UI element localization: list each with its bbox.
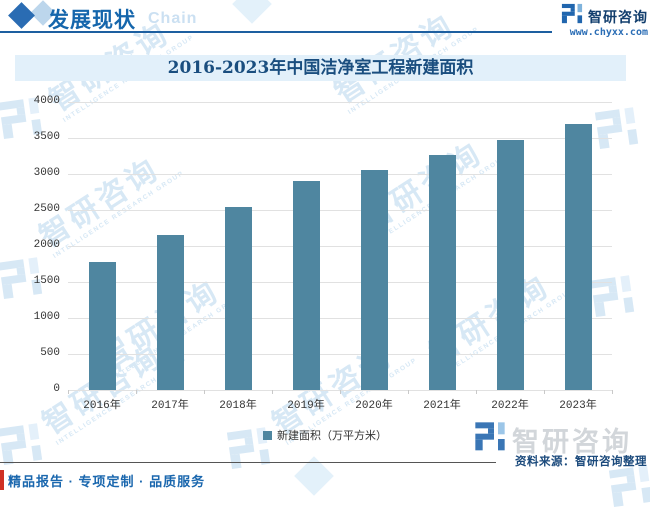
brand-name: 智研咨询 (588, 8, 648, 25)
red-accent-bar (0, 470, 4, 490)
page-title: 发展现状 (48, 9, 136, 32)
gridline (68, 246, 612, 247)
x-axis-tick (476, 390, 477, 394)
bar (156, 235, 184, 390)
x-axis-tick (204, 390, 205, 394)
x-axis-label: 2022年 (491, 400, 529, 412)
legend-marker-icon (263, 430, 272, 440)
bar (496, 140, 524, 390)
x-axis-label: 2017年 (151, 400, 189, 412)
y-axis-label: 4000 (33, 95, 60, 107)
y-axis-label: 500 (40, 347, 60, 359)
x-axis-tick (68, 390, 69, 394)
bar-chart-plot: 0 500 1000 1500 2000 2500 3000 3500 4000 2016年 201… (33, 95, 613, 412)
gridline (68, 354, 612, 355)
footer-divider (0, 462, 496, 463)
x-axis-label: 2021年 (423, 400, 461, 412)
y-axis-label: 1000 (33, 311, 60, 323)
gridline (68, 210, 612, 211)
x-axis-label: 2019年 (287, 400, 325, 412)
bar (224, 207, 252, 390)
bar (360, 170, 388, 390)
page-header: 发展现状 Chain 智研咨询 www.chyxx.com (0, 0, 650, 46)
brand-logo-icon (561, 3, 583, 30)
diamond-icon (8, 2, 35, 29)
services-banner: 精品报告 · 专项定制 · 品质服务 (0, 470, 205, 490)
x-axis-label: 2016年 (83, 400, 121, 412)
y-axis-label: 2500 (33, 203, 60, 215)
bar (88, 261, 116, 390)
x-axis-tick (340, 390, 341, 394)
x-axis-label: 2018年 (219, 400, 257, 412)
services-label: 精品报告 · 专项定制 · 品质服务 (8, 473, 206, 489)
x-axis-tick (408, 390, 409, 394)
gridline (68, 102, 612, 103)
x-axis-label: 2020年 (355, 400, 393, 412)
footer-brand-watermark: 智研咨询 (474, 420, 632, 459)
bar (564, 123, 592, 390)
brand-url: www.chyxx.com (569, 27, 648, 38)
bar (292, 181, 320, 390)
y-axis-label: 3000 (33, 167, 60, 179)
y-axis-label: 1500 (33, 275, 60, 287)
y-axis-label: 3500 (33, 131, 60, 143)
y-axis-label: 2000 (33, 239, 60, 251)
gridline (68, 174, 612, 175)
header-watermark-word: Chain (148, 10, 198, 27)
footer-brand-watermark-text: 智研咨询 (512, 427, 632, 457)
x-axis-tick (544, 390, 545, 394)
gridline (68, 318, 612, 319)
y-axis-label: 0 (53, 383, 60, 395)
brand: 智研咨询 (561, 3, 648, 30)
x-axis-tick (136, 390, 137, 394)
gridline (68, 138, 612, 139)
legend-label: 新建面积（万平方米） (277, 431, 387, 443)
brand-logo-icon (474, 421, 506, 458)
chart-legend: 新建面积（万平方米） (0, 427, 650, 443)
header-divider (0, 31, 552, 33)
bar (428, 154, 456, 390)
gridline (68, 282, 612, 283)
source-note: 资料来源：智研咨询整理 (515, 456, 647, 468)
x-axis-label: 2023年 (559, 400, 597, 412)
chart-title: 2016-2023年中国洁净室工程新建面积 (15, 55, 626, 81)
x-axis-tick (612, 390, 613, 394)
x-axis-tick (272, 390, 273, 394)
